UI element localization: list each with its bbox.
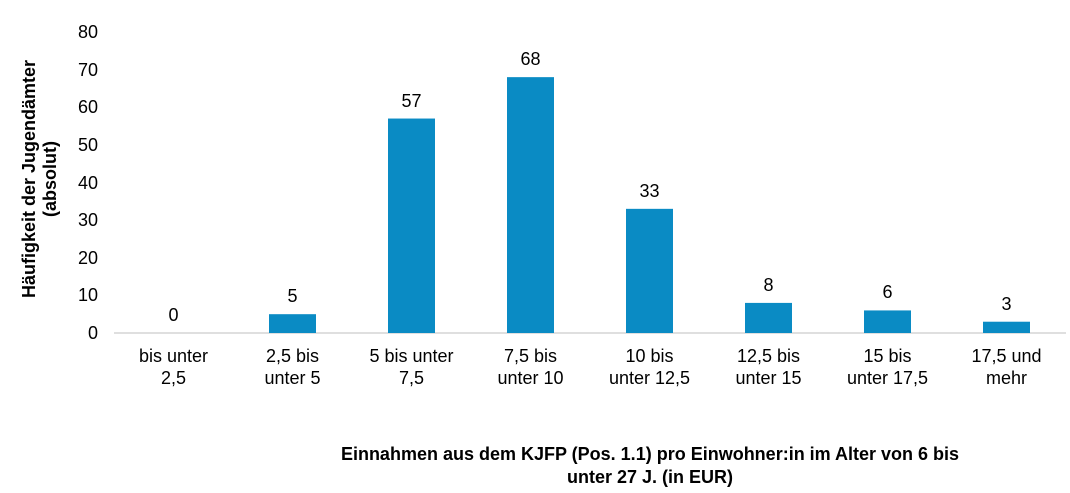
y-tick-label: 70 bbox=[77, 59, 98, 80]
bar bbox=[388, 118, 435, 333]
x-tick-label: bis unter 2,5 bbox=[138, 346, 209, 388]
x-tick-label: 15 bis unter 17,5 bbox=[846, 346, 929, 388]
value-label: 6 bbox=[882, 282, 893, 303]
x-axis-title: Einnahmen aus dem KJFP (Pos. 1.1) pro Ei… bbox=[340, 444, 960, 487]
value-label: 0 bbox=[168, 305, 179, 325]
bar bbox=[864, 310, 911, 333]
x-tick-label: 10 bis unter 12,5 bbox=[608, 346, 691, 388]
bar bbox=[507, 77, 554, 334]
y-tick-label: 60 bbox=[77, 97, 98, 118]
value-label: 33 bbox=[639, 180, 660, 201]
bar bbox=[983, 321, 1030, 333]
y-tick-label: 30 bbox=[77, 210, 98, 231]
y-tick-label: 20 bbox=[77, 247, 98, 268]
x-tick-label: 5 bis unter 7,5 bbox=[369, 346, 454, 388]
bar bbox=[269, 314, 316, 333]
y-tick-label: 80 bbox=[77, 22, 98, 42]
value-label: 3 bbox=[1001, 293, 1012, 314]
value-label: 57 bbox=[401, 90, 422, 111]
bar bbox=[745, 302, 792, 333]
x-tick-label: 7,5 bis unter 10 bbox=[497, 346, 564, 388]
y-tick-label: 50 bbox=[77, 134, 98, 155]
y-tick-label: 40 bbox=[77, 172, 98, 193]
x-tick-label: 17,5 und mehr bbox=[971, 346, 1042, 388]
value-label: 8 bbox=[763, 274, 774, 295]
value-label: 5 bbox=[287, 286, 298, 307]
x-tick-label: 12,5 bis unter 15 bbox=[735, 346, 802, 388]
y-tick-label: 10 bbox=[77, 285, 98, 306]
value-label: 68 bbox=[520, 49, 541, 70]
bar bbox=[626, 208, 673, 333]
y-axis-title: Häufigkeit der Jugendämter (absolut) bbox=[19, 59, 60, 299]
y-tick-label: 0 bbox=[87, 323, 98, 343]
x-tick-label: 2,5 bis unter 5 bbox=[264, 346, 321, 388]
